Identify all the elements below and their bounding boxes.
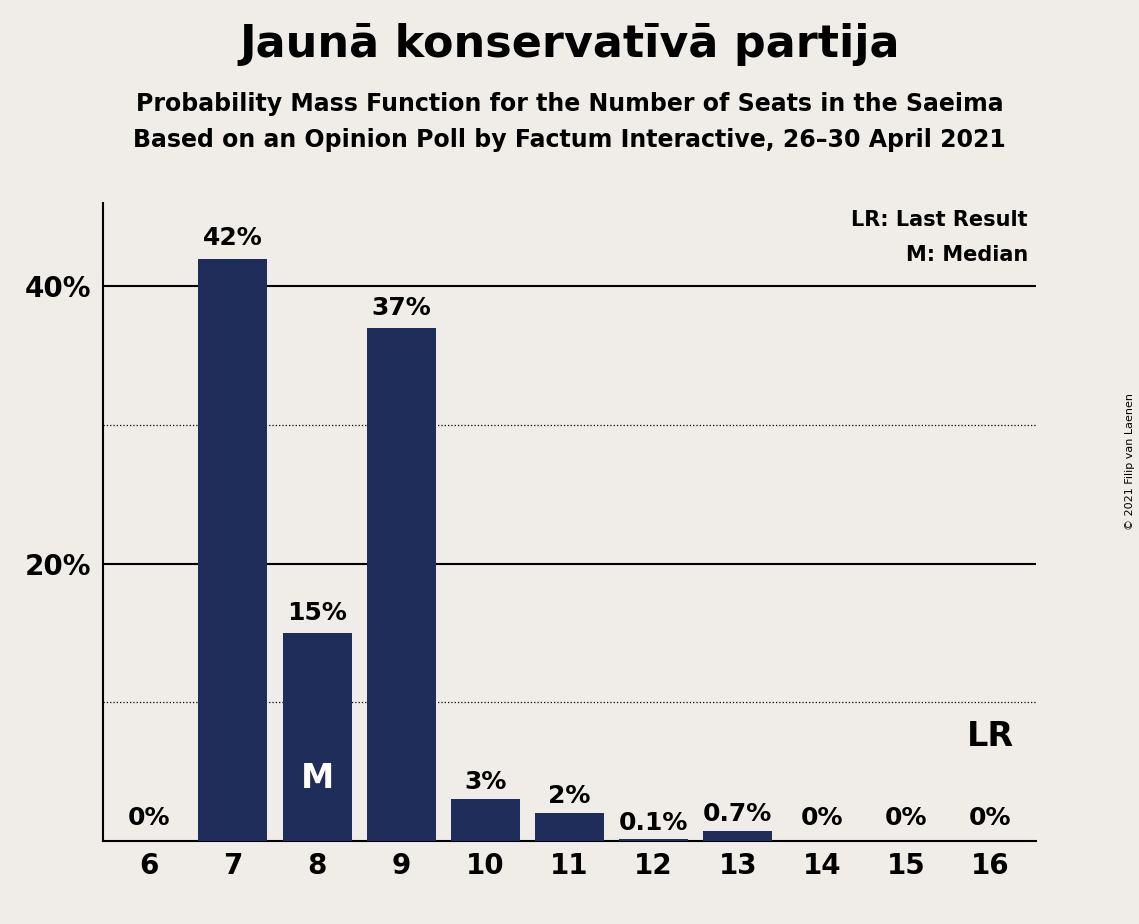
Text: 0%: 0% [128, 806, 170, 830]
Bar [703, 832, 772, 841]
Text: LR: Last Result: LR: Last Result [852, 210, 1029, 230]
Text: 0.1%: 0.1% [618, 811, 688, 835]
Text: Probability Mass Function for the Number of Seats in the Saeima: Probability Mass Function for the Number… [136, 92, 1003, 116]
Text: LR: LR [967, 721, 1014, 753]
Text: M: Median: M: Median [906, 245, 1029, 265]
Bar [620, 840, 688, 841]
Text: 2%: 2% [548, 784, 591, 808]
Text: Based on an Opinion Poll by Factum Interactive, 26–30 April 2021: Based on an Opinion Poll by Factum Inter… [133, 128, 1006, 152]
Bar [535, 813, 604, 841]
Text: 0.7%: 0.7% [703, 802, 772, 826]
Text: 3%: 3% [465, 770, 507, 794]
Bar [451, 799, 519, 841]
Text: Jaunā konservatīvā partija: Jaunā konservatīvā partija [239, 23, 900, 67]
Text: M: M [301, 762, 334, 795]
Text: © 2021 Filip van Laenen: © 2021 Filip van Laenen [1125, 394, 1134, 530]
Bar [282, 633, 352, 841]
Text: 0%: 0% [885, 806, 927, 830]
Text: 15%: 15% [287, 601, 347, 625]
Text: 0%: 0% [969, 806, 1011, 830]
Bar [367, 328, 436, 841]
Text: 0%: 0% [801, 806, 843, 830]
Bar [198, 259, 268, 841]
Text: 37%: 37% [371, 296, 431, 320]
Text: 42%: 42% [203, 226, 263, 250]
